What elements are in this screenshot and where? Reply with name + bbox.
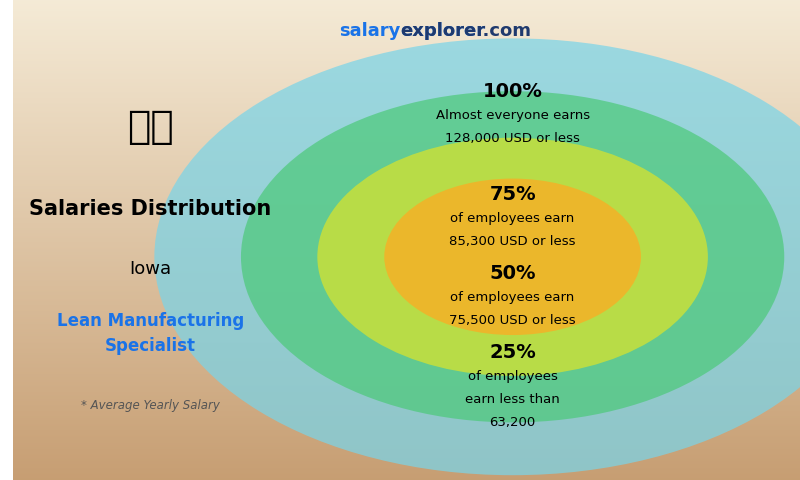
Text: explorer.com: explorer.com <box>400 22 531 40</box>
Text: of employees: of employees <box>468 370 558 384</box>
Text: Almost everyone earns: Almost everyone earns <box>435 108 590 122</box>
Text: 50%: 50% <box>490 264 536 283</box>
Circle shape <box>318 138 708 376</box>
Text: 85,300 USD or less: 85,300 USD or less <box>450 235 576 248</box>
Text: 25%: 25% <box>490 343 536 362</box>
Text: 75%: 75% <box>490 185 536 204</box>
Text: 🇺🇸: 🇺🇸 <box>127 108 174 146</box>
Text: Iowa: Iowa <box>130 260 171 278</box>
Text: * Average Yearly Salary: * Average Yearly Salary <box>81 399 220 412</box>
Text: 63,200: 63,200 <box>490 416 536 430</box>
Text: 75,500 USD or less: 75,500 USD or less <box>450 314 576 327</box>
Text: 100%: 100% <box>482 82 542 101</box>
Text: 128,000 USD or less: 128,000 USD or less <box>445 132 580 145</box>
Text: explorer: explorer <box>400 22 485 40</box>
Circle shape <box>154 38 800 475</box>
Circle shape <box>384 179 641 335</box>
Text: earn less than: earn less than <box>466 393 560 407</box>
Circle shape <box>241 91 784 422</box>
Text: of employees earn: of employees earn <box>450 291 574 304</box>
Text: Salaries Distribution: Salaries Distribution <box>30 199 271 219</box>
Text: salary: salary <box>338 22 400 40</box>
Text: Lean Manufacturing
Specialist: Lean Manufacturing Specialist <box>57 312 244 355</box>
Text: of employees earn: of employees earn <box>450 212 574 225</box>
